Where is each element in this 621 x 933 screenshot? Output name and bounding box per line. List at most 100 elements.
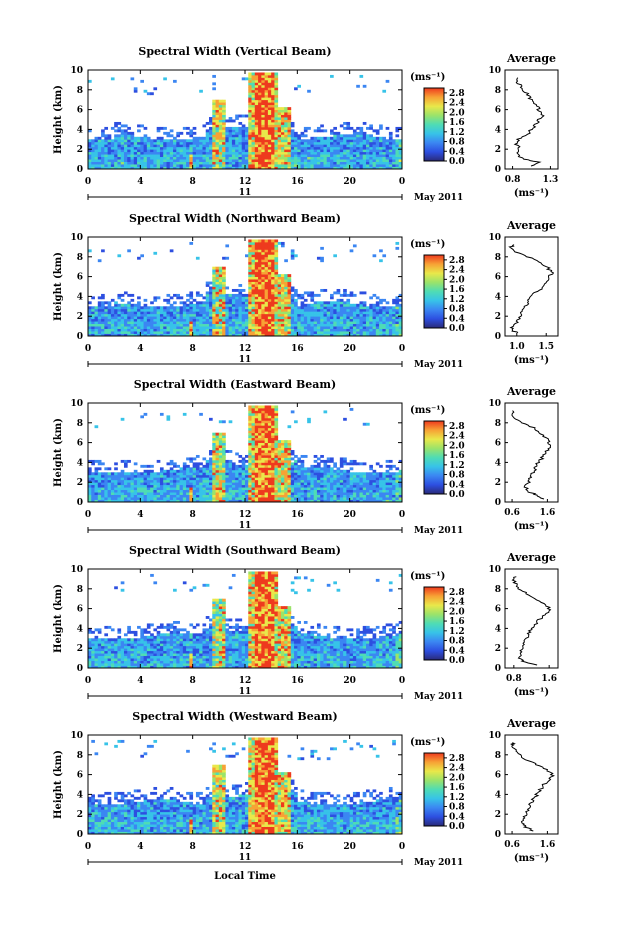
heatmap-cell bbox=[235, 475, 239, 478]
heatmap-cell bbox=[265, 462, 269, 465]
heatmap-cell bbox=[274, 296, 278, 299]
heatmap-cell bbox=[180, 309, 184, 312]
heatmap-cell bbox=[225, 144, 229, 147]
heatmap-cell bbox=[88, 492, 92, 495]
heatmap-cell bbox=[167, 299, 171, 302]
heatmap-cell bbox=[245, 314, 249, 317]
heatmap-cell bbox=[160, 480, 164, 483]
heatmap-cell bbox=[219, 319, 223, 322]
heatmap-cell bbox=[274, 157, 278, 160]
heatmap-cell bbox=[212, 314, 216, 317]
heatmap-cell bbox=[183, 147, 187, 150]
heatmap-cell bbox=[317, 324, 321, 327]
heatmap-cell bbox=[183, 154, 187, 157]
heatmap-cell bbox=[229, 311, 233, 314]
heatmap-cell bbox=[167, 157, 171, 160]
heatmap-cell bbox=[261, 482, 265, 485]
heatmap-cell bbox=[186, 309, 190, 312]
heatmap-cell bbox=[147, 495, 151, 498]
heatmap-cell bbox=[389, 142, 393, 145]
heatmap-cell bbox=[180, 311, 184, 314]
heatmap-cell bbox=[389, 137, 393, 140]
heatmap-cell bbox=[340, 149, 344, 152]
heatmap-cell bbox=[265, 445, 269, 448]
heatmap-cell bbox=[186, 457, 190, 460]
heatmap-cell bbox=[127, 304, 131, 307]
heatmap-cell bbox=[150, 139, 154, 142]
x-tick-label: 0 bbox=[85, 344, 91, 354]
heatmap-cell bbox=[222, 124, 226, 127]
heatmap-cell bbox=[389, 326, 393, 329]
heatmap-cell bbox=[111, 487, 115, 490]
heatmap-cell bbox=[193, 164, 197, 167]
heatmap-cell bbox=[206, 497, 210, 500]
heatmap-cell bbox=[229, 147, 233, 150]
heatmap-cell bbox=[271, 418, 275, 421]
heatmap-cell bbox=[291, 472, 295, 475]
heatmap-cell bbox=[369, 127, 373, 130]
heatmap-cell bbox=[111, 77, 115, 80]
heatmap-cell bbox=[395, 154, 399, 157]
heatmap-cell bbox=[216, 477, 220, 480]
heatmap-cell bbox=[255, 82, 259, 85]
heatmap-cell bbox=[274, 142, 278, 145]
heatmap-cell bbox=[216, 291, 220, 294]
heatmap-cell bbox=[173, 157, 177, 160]
heatmap-cell bbox=[229, 475, 233, 478]
heatmap-cell bbox=[281, 139, 285, 142]
heatmap-cell bbox=[212, 142, 216, 145]
heatmap-cell bbox=[193, 326, 197, 329]
heatmap-cell bbox=[281, 274, 285, 277]
heatmap-cell bbox=[363, 152, 367, 155]
heatmap-cell bbox=[386, 164, 390, 167]
heatmap-cell bbox=[274, 480, 278, 483]
heatmap-cell bbox=[255, 134, 259, 137]
heatmap-cell bbox=[196, 462, 200, 465]
heatmap-cell bbox=[98, 487, 102, 490]
heatmap-cell bbox=[108, 492, 112, 495]
heatmap-cell bbox=[114, 331, 118, 334]
heatmap-cell bbox=[199, 324, 203, 327]
heatmap-cell bbox=[189, 321, 193, 324]
heatmap-cell bbox=[350, 149, 354, 152]
heatmap-cell bbox=[392, 326, 396, 329]
heatmap-cell bbox=[395, 159, 399, 162]
heatmap-cell bbox=[255, 254, 259, 257]
heatmap-cell bbox=[140, 480, 144, 483]
heatmap-cell bbox=[258, 142, 262, 145]
heatmap-cell bbox=[222, 269, 226, 272]
heatmap-cell bbox=[255, 405, 259, 408]
heatmap-cell bbox=[248, 443, 252, 446]
heatmap-cell bbox=[307, 306, 311, 309]
heatmap-cell bbox=[176, 149, 180, 152]
heatmap-cell bbox=[134, 309, 138, 312]
heatmap-cell bbox=[242, 289, 246, 292]
heatmap-cell bbox=[108, 304, 112, 307]
heatmap-cell bbox=[170, 142, 174, 145]
heatmap-cell bbox=[124, 137, 128, 140]
heatmap-cell bbox=[114, 301, 118, 304]
heatmap-cell bbox=[281, 324, 285, 327]
heatmap-cell bbox=[271, 82, 275, 85]
heatmap-cell bbox=[278, 282, 282, 285]
heatmap-cell bbox=[124, 321, 128, 324]
heatmap-cell bbox=[140, 159, 144, 162]
heatmap-cell bbox=[340, 139, 344, 142]
heatmap-cell bbox=[274, 77, 278, 80]
heatmap-cell bbox=[137, 152, 141, 155]
heatmap-cell bbox=[288, 457, 292, 460]
heatmap-cell bbox=[242, 311, 246, 314]
heatmap-cell bbox=[209, 475, 213, 478]
heatmap-cell bbox=[353, 159, 357, 162]
heatmap-cell bbox=[140, 490, 144, 493]
heatmap-cell bbox=[363, 314, 367, 317]
heatmap-cell bbox=[101, 134, 105, 137]
heatmap-cell bbox=[193, 149, 197, 152]
heatmap-cell bbox=[265, 316, 269, 319]
heatmap-cell bbox=[160, 127, 164, 130]
heatmap-cell bbox=[274, 435, 278, 438]
heatmap-cell bbox=[324, 329, 328, 332]
heatmap-cell bbox=[144, 147, 148, 150]
heatmap-cell bbox=[189, 480, 193, 483]
heatmap-cell bbox=[157, 137, 161, 140]
